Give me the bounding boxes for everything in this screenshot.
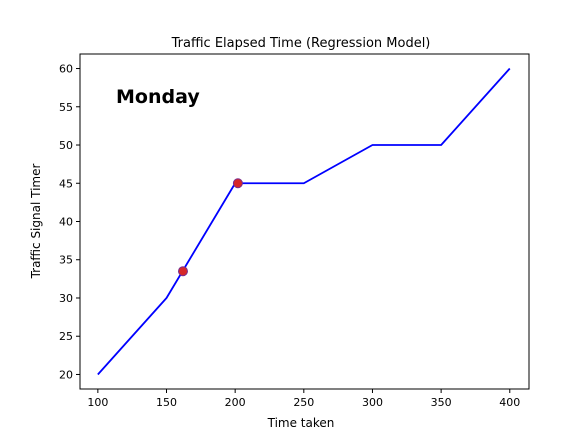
x-tick-label: 300: [362, 396, 383, 409]
y-tick-label: 20: [59, 368, 73, 381]
x-tick-label: 100: [87, 396, 108, 409]
x-tick-label: 250: [293, 396, 314, 409]
x-tick-label: 350: [431, 396, 452, 409]
y-tick-label: 60: [59, 63, 73, 76]
x-axis-label: Time taken: [267, 416, 335, 430]
chart-title: Traffic Elapsed Time (Regression Model): [171, 36, 431, 51]
y-tick-label: 30: [59, 292, 73, 305]
data-point: [178, 267, 187, 276]
y-tick-label: 45: [59, 177, 73, 190]
y-tick-label: 25: [59, 330, 73, 343]
x-tick-label: 400: [499, 396, 520, 409]
y-axis-label: Traffic Signal Timer: [29, 164, 43, 280]
day-annotation: Monday: [116, 86, 200, 108]
y-tick-label: 40: [59, 216, 73, 229]
x-tick-label: 150: [156, 396, 177, 409]
data-point: [233, 179, 242, 188]
y-tick-label: 50: [59, 139, 73, 152]
y-tick-label: 55: [59, 101, 73, 114]
y-tick-label: 35: [59, 254, 73, 267]
x-tick-label: 200: [225, 396, 246, 409]
